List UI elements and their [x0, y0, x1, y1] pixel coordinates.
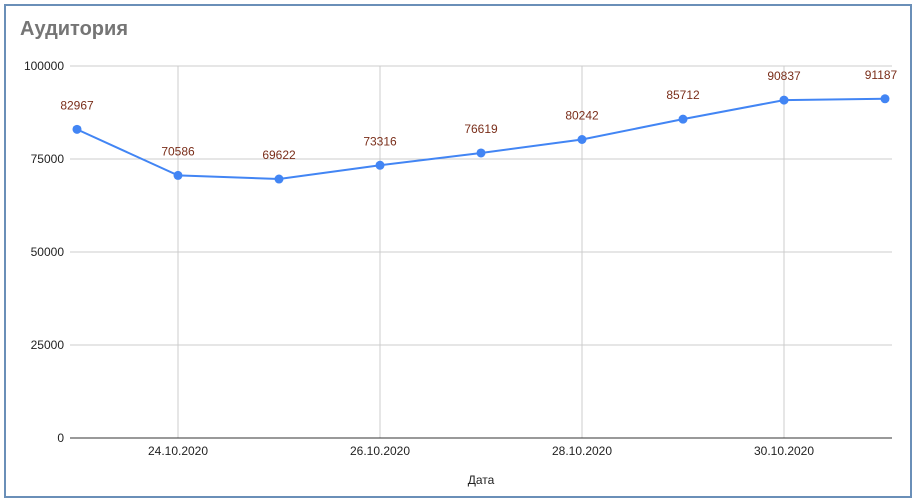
data-label-layer: 82967 70586 69622 73316 76619 80242 85712 90837… — [60, 68, 897, 162]
y-tick-label: 25000 — [31, 338, 65, 352]
x-tick-label: 26.10.2020 — [350, 444, 410, 458]
data-label: 73316 — [363, 134, 397, 148]
y-axis: 0 25000 50000 75000 100000 — [24, 59, 64, 445]
y-tick-label: 0 — [57, 431, 64, 445]
x-tick-label: 30.10.2020 — [754, 444, 814, 458]
y-tick-label: 50000 — [31, 245, 65, 259]
data-label: 76619 — [464, 122, 498, 136]
data-point[interactable] — [880, 94, 890, 104]
data-point[interactable] — [375, 160, 385, 170]
data-point[interactable] — [476, 148, 486, 158]
data-label: 69622 — [262, 148, 296, 162]
grid-layer — [70, 65, 892, 438]
x-axis-title: Дата — [468, 473, 495, 487]
data-label: 90837 — [767, 69, 801, 83]
x-tick-label: 24.10.2020 — [148, 444, 208, 458]
data-point[interactable] — [173, 170, 183, 180]
chart-frame — [4, 4, 912, 498]
data-point[interactable] — [274, 174, 284, 184]
data-point[interactable] — [577, 134, 587, 144]
series-layer — [72, 94, 890, 184]
data-label: 82967 — [60, 98, 94, 112]
data-label: 80242 — [565, 108, 599, 122]
chart-title: Аудитория — [20, 18, 128, 40]
data-label: 85712 — [666, 88, 700, 102]
y-tick-label: 100000 — [24, 59, 64, 73]
data-point[interactable] — [678, 114, 688, 124]
data-label: 70586 — [161, 144, 195, 158]
y-tick-label: 75000 — [31, 152, 65, 166]
data-point[interactable] — [779, 95, 789, 105]
x-axis: 24.10.2020 26.10.2020 28.10.2020 30.10.2020 — [70, 437, 892, 458]
data-point[interactable] — [72, 124, 82, 134]
x-tick-label: 28.10.2020 — [552, 444, 612, 458]
series-line — [76, 97, 886, 181]
data-label: 91187 — [865, 68, 898, 82]
